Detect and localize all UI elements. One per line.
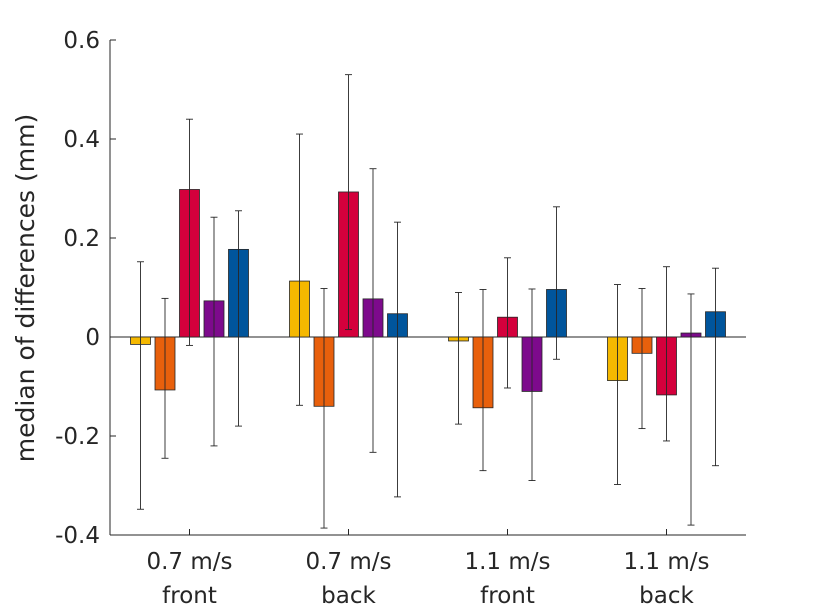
bars-group xyxy=(130,189,726,409)
y-tick-label: 0.2 xyxy=(63,226,100,252)
category-label-line1: 1.1 m/s xyxy=(464,549,550,575)
category-label-line1: 1.1 m/s xyxy=(623,549,709,575)
category-label-line1: 0.7 m/s xyxy=(146,549,232,575)
labels-group: -0.4 -0.2 0 0.2 0.4 0.6 0.7 m/s front 0.7 m/s bac… xyxy=(55,28,709,609)
category-label-line2: front xyxy=(480,583,535,609)
category-label-line2: back xyxy=(639,583,694,609)
category-label-line2: front xyxy=(162,583,217,609)
category-label-line2: back xyxy=(321,583,376,609)
y-tick-label: -0.4 xyxy=(55,523,100,549)
y-tick-label: 0.4 xyxy=(63,127,100,153)
y-tick-label: -0.2 xyxy=(55,424,100,450)
error-bars-group xyxy=(137,74,719,529)
y-axis-label: median of differences (mm) xyxy=(11,114,40,462)
axes xyxy=(109,39,746,536)
y-tick-label: 0.6 xyxy=(63,28,100,54)
category-label-line1: 0.7 m/s xyxy=(305,549,391,575)
y-tick-label: 0 xyxy=(85,325,100,351)
